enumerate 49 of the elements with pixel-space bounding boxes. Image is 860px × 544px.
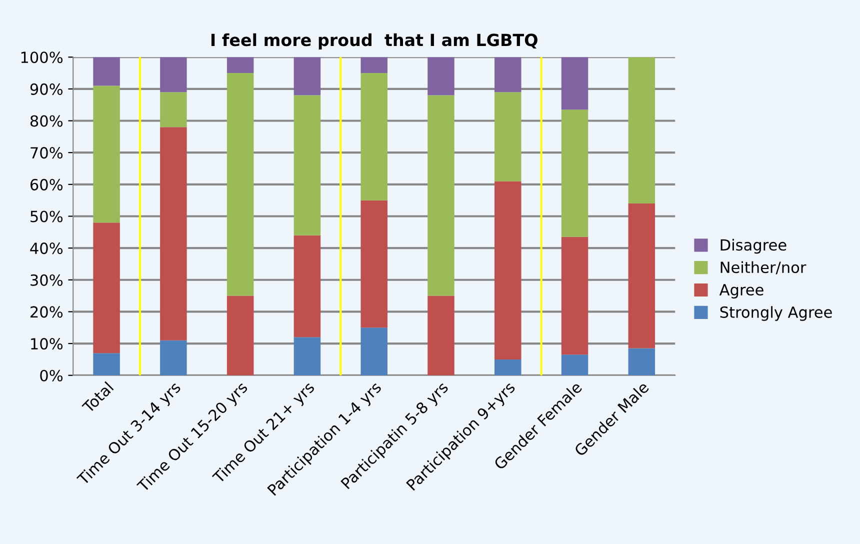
y-tick-label: 100%	[21, 52, 63, 64]
bar	[294, 235, 321, 338]
legend-label: Neither/nor	[720, 261, 806, 274]
y-tick-label: 70%	[30, 147, 63, 159]
bar	[628, 348, 656, 376]
bar	[561, 57, 588, 110]
bar	[494, 92, 522, 182]
bar	[360, 200, 388, 328]
y-tick-label: 20%	[30, 306, 63, 318]
bar	[160, 127, 187, 340]
y-tick-label: 0%	[40, 370, 63, 382]
y-tick-label: 80%	[30, 115, 63, 127]
bar	[360, 328, 388, 376]
bar	[428, 296, 454, 376]
bar	[494, 359, 522, 376]
y-tick-label: 50%	[30, 210, 63, 222]
bar	[561, 354, 588, 376]
bar	[360, 57, 388, 74]
y-tick-label: 10%	[31, 338, 63, 350]
bar	[93, 86, 120, 223]
bar	[226, 296, 254, 376]
y-tick-label: 90%	[30, 83, 63, 95]
bar	[93, 57, 120, 86]
y-tick-label: 30%	[30, 274, 63, 286]
bar	[294, 57, 321, 96]
bar	[628, 57, 656, 204]
bar	[294, 95, 321, 236]
bar	[494, 57, 522, 92]
bar	[160, 340, 187, 376]
bar	[561, 236, 588, 355]
legend-label: Disagree	[720, 238, 786, 254]
y-tick-label: 60%	[30, 178, 63, 190]
chart-title: I feel more proud that I am LGBTQ	[211, 33, 538, 50]
legend-label: Agree	[719, 284, 764, 298]
bar	[226, 57, 254, 74]
bar	[428, 95, 454, 296]
bar	[561, 110, 588, 237]
bar	[628, 204, 656, 348]
bar	[294, 337, 321, 376]
legend-label: Strongly Agree	[720, 306, 832, 321]
bar	[160, 92, 187, 128]
bar	[226, 73, 254, 296]
bar	[160, 57, 187, 92]
bar	[428, 57, 454, 96]
y-tick-label: 40%	[30, 242, 63, 254]
bar	[93, 222, 120, 354]
bar	[93, 353, 120, 376]
bar	[360, 73, 388, 200]
bar	[494, 181, 522, 360]
